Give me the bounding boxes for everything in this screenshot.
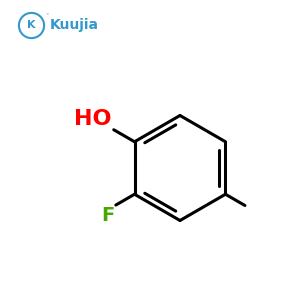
Text: HO: HO: [74, 109, 111, 129]
Text: K: K: [27, 20, 36, 31]
Text: F: F: [101, 206, 114, 225]
Text: °: °: [45, 14, 48, 19]
Text: Kuujia: Kuujia: [50, 19, 98, 32]
